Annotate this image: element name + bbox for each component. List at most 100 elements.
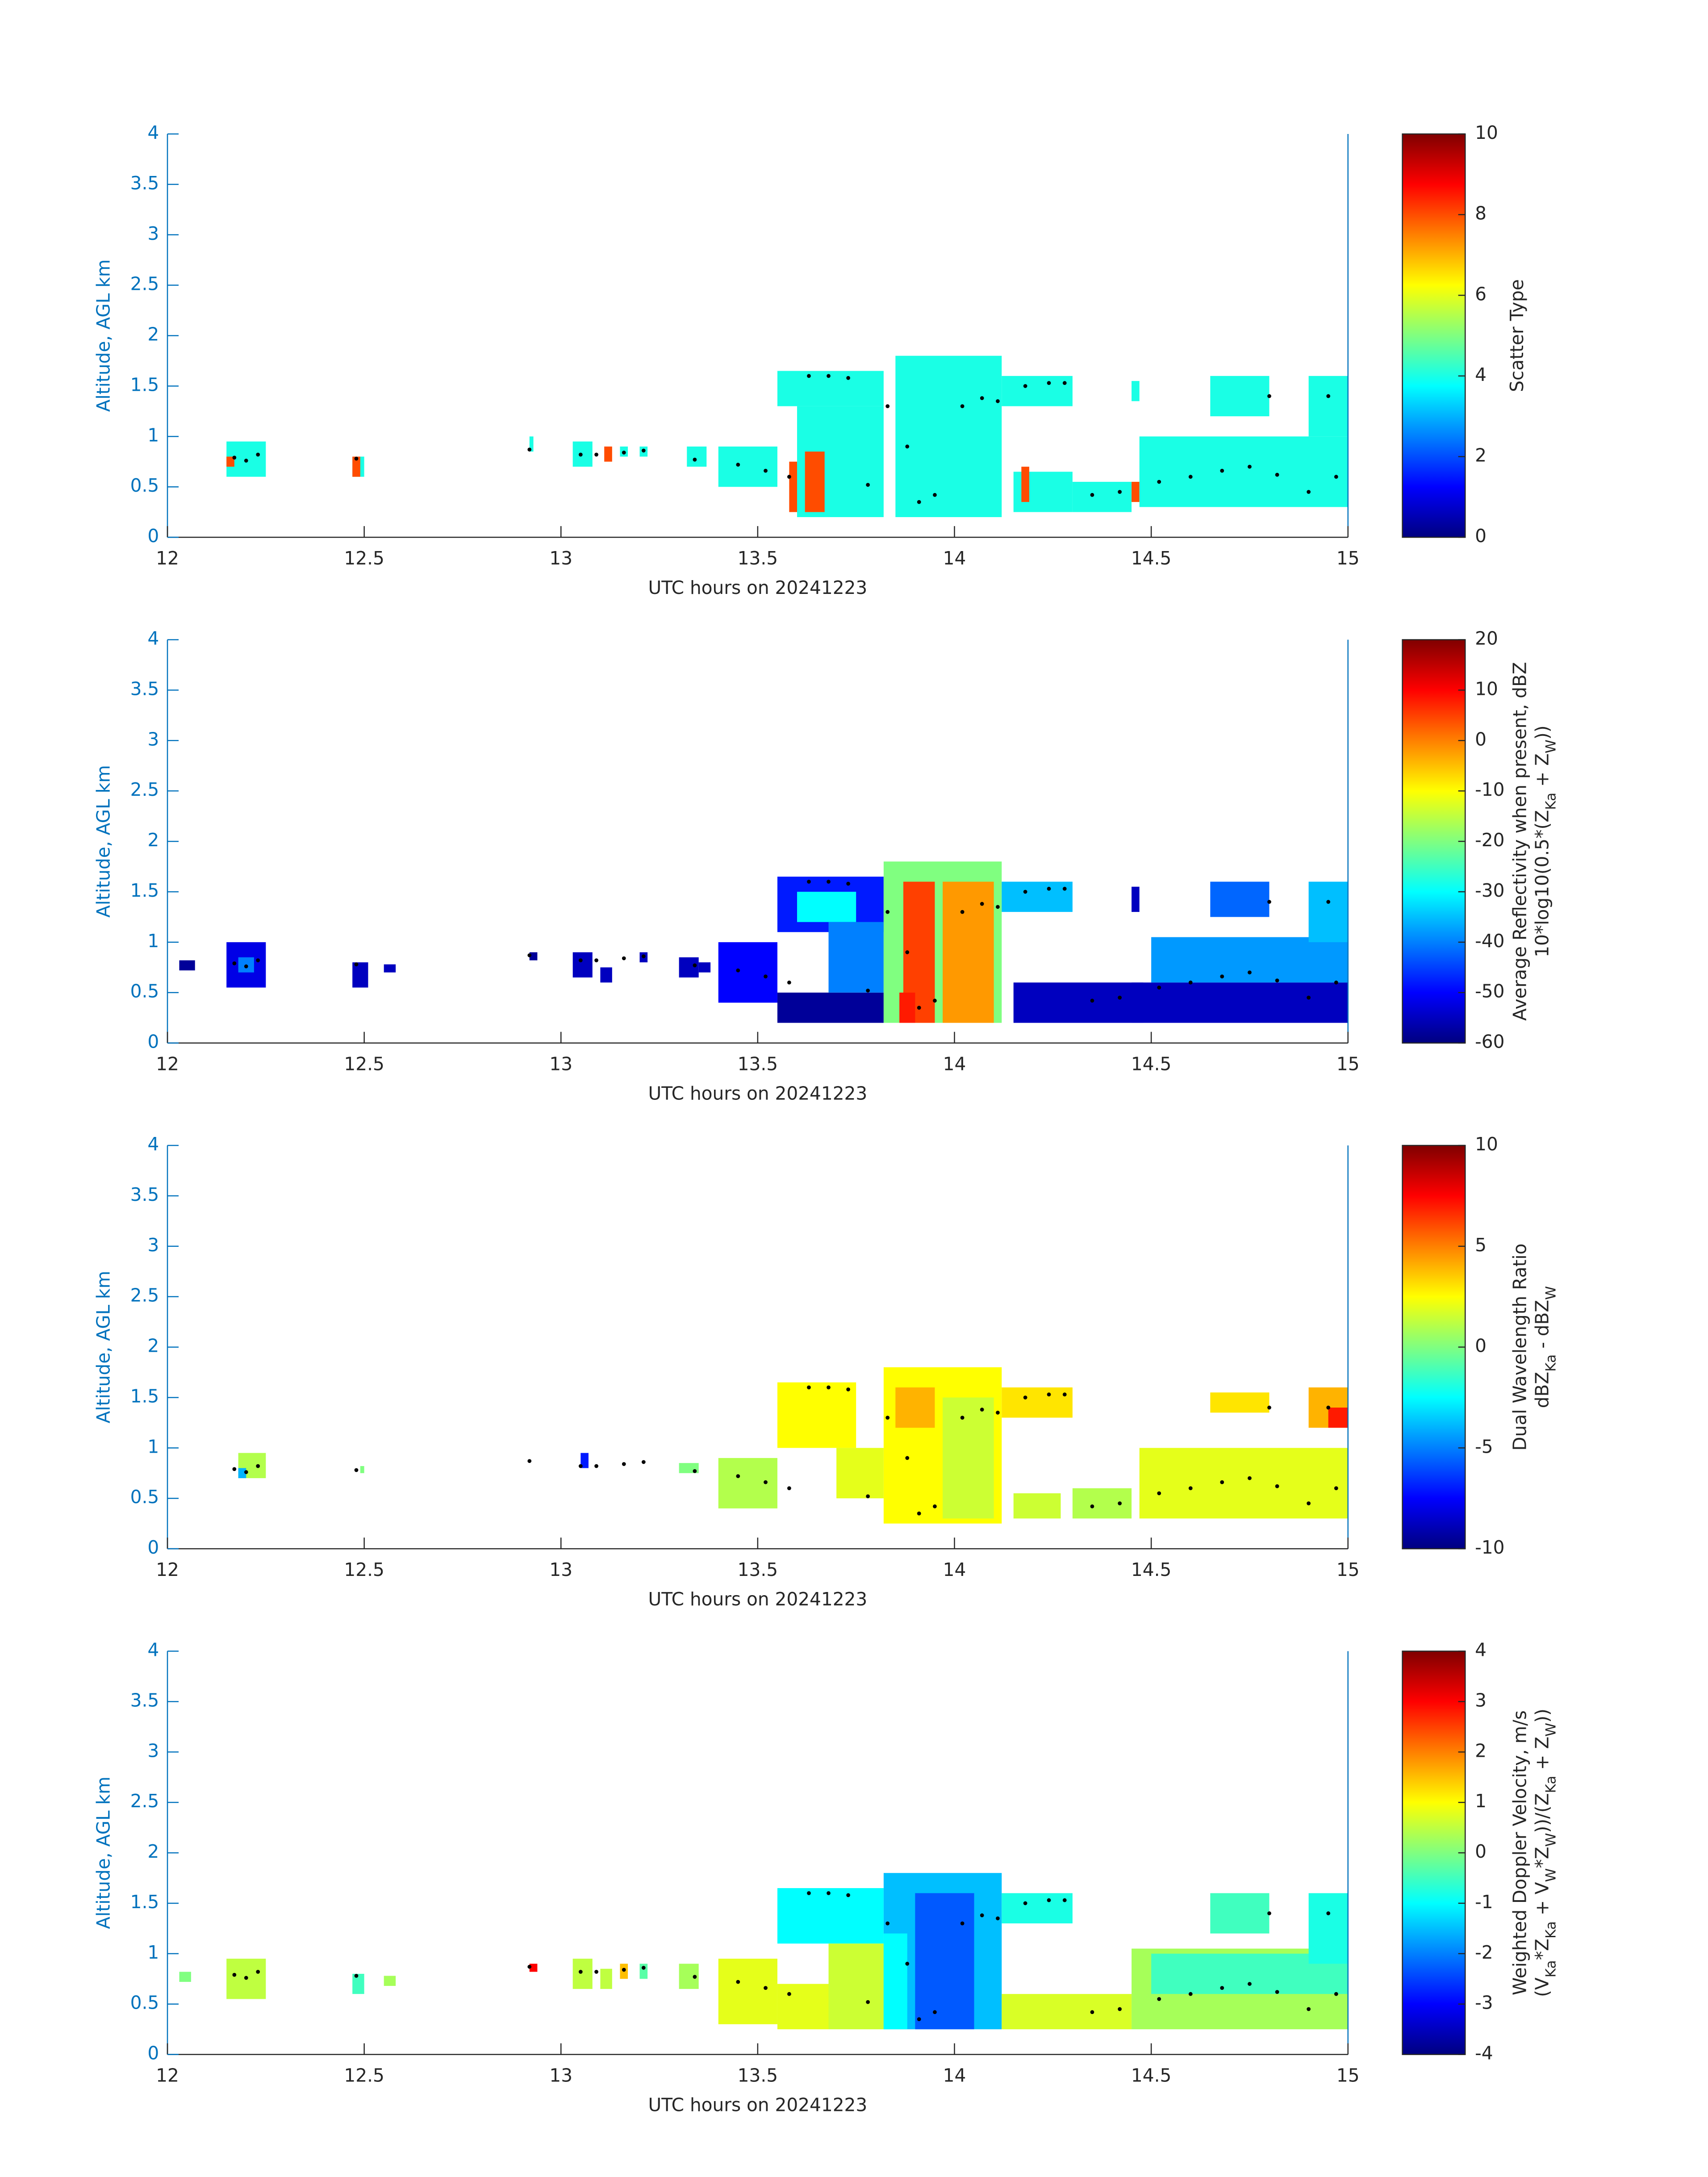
marker-dot — [1090, 1504, 1094, 1508]
colorbar-tick-label: 2 — [1475, 445, 1487, 466]
marker-dot — [905, 950, 910, 954]
marker-dot — [1334, 1992, 1338, 1996]
cell-block — [943, 1397, 994, 1519]
cell-block — [1139, 436, 1348, 507]
x-tick-label: 14 — [943, 1053, 966, 1075]
marker-dot — [1334, 475, 1338, 479]
marker-dot — [787, 1992, 791, 1996]
cell-block — [777, 1888, 884, 1944]
colorbar-label-part: + Z — [1531, 753, 1553, 793]
y-tick-label: 3 — [147, 1234, 159, 1256]
y-tick-label: 2 — [147, 1335, 159, 1357]
marker-dot — [622, 1462, 626, 1466]
marker-dot — [1220, 1480, 1224, 1484]
marker-dot — [1326, 1911, 1331, 1915]
colorbar-label-part: - dBZ — [1531, 1300, 1553, 1354]
marker-dot — [885, 910, 890, 914]
marker-dot — [933, 1504, 937, 1508]
marker-dot — [933, 2010, 937, 2014]
y-tick-label: 0.5 — [130, 981, 159, 1002]
colorbar-tick-label: 0 — [1475, 1335, 1487, 1357]
marker-dot — [866, 483, 870, 487]
marker-dot — [641, 954, 646, 958]
colorbar-label-part: Ka — [1543, 1960, 1559, 1977]
cell-block — [777, 371, 884, 406]
cell-block — [1210, 1893, 1270, 1934]
colorbar-label: 10*log10(0.5*(ZKa + ZW)) — [1531, 725, 1559, 957]
y-tick-label: 2 — [147, 324, 159, 345]
cell-block — [179, 1972, 191, 1982]
cell-block — [883, 1933, 907, 2030]
marker-dot — [244, 1470, 248, 1474]
marker-dot — [980, 902, 984, 906]
marker-dot — [917, 2017, 921, 2021]
y-tick-label: 1.5 — [130, 374, 159, 395]
cell-block — [1021, 467, 1029, 502]
x-tick-label: 14 — [943, 547, 966, 569]
cell-block — [1072, 1488, 1132, 1519]
marker-dot — [807, 1385, 811, 1390]
cell-block — [1132, 982, 1348, 1023]
cell-block — [698, 962, 711, 973]
marker-dot — [1047, 1898, 1051, 1902]
marker-dot — [1188, 475, 1193, 479]
marker-dot — [578, 452, 583, 457]
colorbar-tick-label: 2 — [1475, 1740, 1487, 1761]
x-tick-label: 15 — [1336, 2065, 1360, 2086]
colorbar-label-part: Ka — [1543, 793, 1559, 810]
x-axis-label: UTC hours on 20241223 — [648, 2094, 868, 2115]
marker-dot — [1062, 381, 1067, 385]
cell-block — [718, 446, 777, 487]
y-tick-label: 1.5 — [130, 1385, 159, 1407]
cell-block — [1139, 1448, 1348, 1519]
y-tick-label: 1.5 — [130, 1891, 159, 1913]
marker-dot — [1248, 1476, 1252, 1480]
marker-dot — [594, 1464, 598, 1468]
cell-block — [179, 960, 195, 971]
marker-dot — [996, 905, 1000, 909]
colorbar-tick-label: 10 — [1475, 122, 1498, 143]
x-tick-label: 12.5 — [344, 1053, 384, 1075]
marker-dot — [787, 980, 791, 985]
cell-block — [777, 992, 884, 1023]
y-tick-label: 3 — [147, 1740, 159, 1761]
marker-dot — [1267, 394, 1271, 398]
marker-dot — [1023, 890, 1027, 894]
marker-dot — [244, 964, 248, 969]
marker-dot — [1118, 995, 1122, 1000]
cell-block — [718, 1959, 777, 2024]
x-tick-label: 14 — [943, 2065, 966, 2086]
y-tick-label: 0 — [147, 1031, 159, 1053]
y-tick-label: 2.5 — [130, 273, 159, 295]
y-axis-label: Altitude, AGL km — [92, 259, 114, 412]
x-tick-label: 13.5 — [738, 1053, 778, 1075]
colorbar-tick-label: -60 — [1475, 1031, 1504, 1053]
x-tick-label: 15 — [1336, 1053, 1360, 1075]
colorbar-label: Weighted Doppler Velocity, m/s — [1509, 1710, 1530, 1995]
cell-block — [639, 1964, 648, 1979]
y-tick-label: 1 — [147, 1942, 159, 1963]
cell-block — [1132, 481, 1140, 502]
marker-dot — [256, 1970, 260, 1974]
marker-dot — [232, 961, 237, 965]
colorbar-label-part: Ka — [1543, 1354, 1559, 1372]
x-tick-label: 14.5 — [1131, 2065, 1171, 2086]
marker-dot — [1326, 394, 1331, 398]
colorbar-label-part: W — [1543, 740, 1559, 753]
marker-dot — [693, 457, 697, 462]
marker-dot — [960, 910, 965, 914]
marker-dot — [866, 1494, 870, 1499]
marker-dot — [764, 468, 768, 473]
marker-dot — [787, 475, 791, 479]
marker-dot — [827, 879, 831, 884]
colorbar-tick-label: -3 — [1475, 1992, 1493, 2014]
colorbar-tick-label: 3 — [1475, 1689, 1487, 1711]
y-tick-label: 1 — [147, 930, 159, 952]
plot-area — [179, 1873, 1348, 2030]
marker-dot — [1118, 2007, 1122, 2011]
marker-dot — [917, 500, 921, 504]
y-tick-label: 0.5 — [130, 1992, 159, 2014]
marker-dot — [827, 374, 831, 378]
colorbar-tick-label: 4 — [1475, 1639, 1487, 1660]
marker-dot — [256, 1464, 260, 1468]
